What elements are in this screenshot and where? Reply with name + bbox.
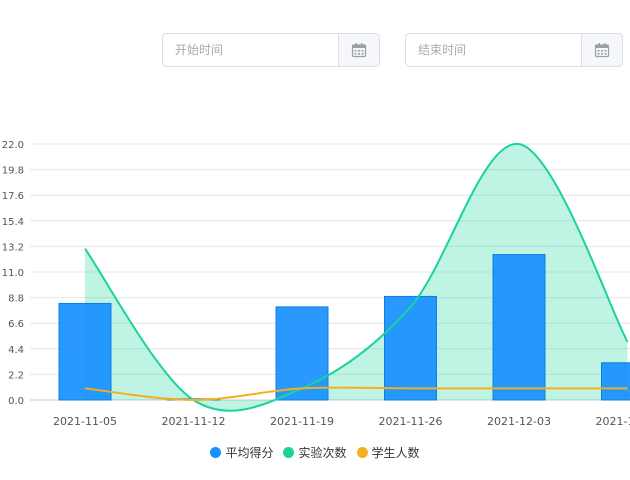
y-tick-label: 4.4 — [8, 345, 24, 356]
legend-label: 平均得分 — [225, 446, 274, 460]
y-tick-label: 0.0 — [8, 396, 24, 407]
x-tick-label: 2021-11-12 — [162, 415, 226, 428]
y-tick-label: 2.2 — [8, 370, 24, 381]
x-tick-label: 2021-11-05 — [53, 415, 117, 428]
y-tick-label: 19.8 — [2, 166, 24, 177]
calendar-icon[interactable] — [581, 34, 622, 66]
y-tick-label: 8.8 — [8, 294, 24, 305]
student-count-line — [84, 386, 628, 402]
y-tick-label: 17.6 — [2, 191, 24, 202]
end-date-placeholder: 结束时间 — [418, 43, 467, 57]
end-date-input[interactable]: 结束时间 — [405, 33, 623, 67]
legend-dot — [356, 447, 368, 458]
x-tick-label: 2021-12-10 — [596, 415, 630, 428]
combo-chart: 0.0 2.2 4.4 6.6 8.8 11.0 13.2 15.4 17.6 19.8 22.0 2… — [2, 140, 630, 428]
legend-item-avg-score[interactable]: 平均得分 — [210, 444, 273, 461]
calendar-icon[interactable] — [338, 34, 379, 66]
x-tick-label: 2021-11-19 — [270, 415, 334, 428]
chart-legend: 平均得分 实验次数 学生人数 — [0, 444, 630, 461]
y-tick-label: 11.0 — [2, 268, 24, 279]
avg-score-bar — [492, 254, 546, 401]
legend-item-experiment-count[interactable]: 实验次数 — [283, 444, 347, 461]
y-tick-label: 15.4 — [2, 217, 24, 228]
avg-score-bar — [601, 362, 630, 401]
start-date-placeholder: 开始时间 — [175, 43, 224, 57]
experiment-count-area — [85, 143, 628, 411]
y-tick-label: 22.0 — [2, 140, 24, 151]
legend-dot — [283, 447, 295, 458]
avg-score-bar — [384, 295, 437, 401]
legend-dot — [210, 447, 222, 458]
y-tick-label: 13.2 — [2, 242, 24, 253]
start-date-input[interactable]: 开始时间 — [162, 33, 380, 67]
y-tick-label: 6.6 — [8, 319, 24, 330]
x-tick-label: 2021-12-03 — [487, 415, 551, 428]
experiment-count-line — [84, 142, 629, 412]
x-tick-label: 2021-11-26 — [379, 415, 443, 428]
avg-score-bar — [58, 302, 112, 401]
avg-score-bar — [275, 306, 329, 401]
legend-label: 学生人数 — [371, 446, 420, 460]
legend-label: 实验次数 — [298, 446, 347, 460]
legend-item-student-count[interactable]: 学生人数 — [356, 444, 420, 461]
